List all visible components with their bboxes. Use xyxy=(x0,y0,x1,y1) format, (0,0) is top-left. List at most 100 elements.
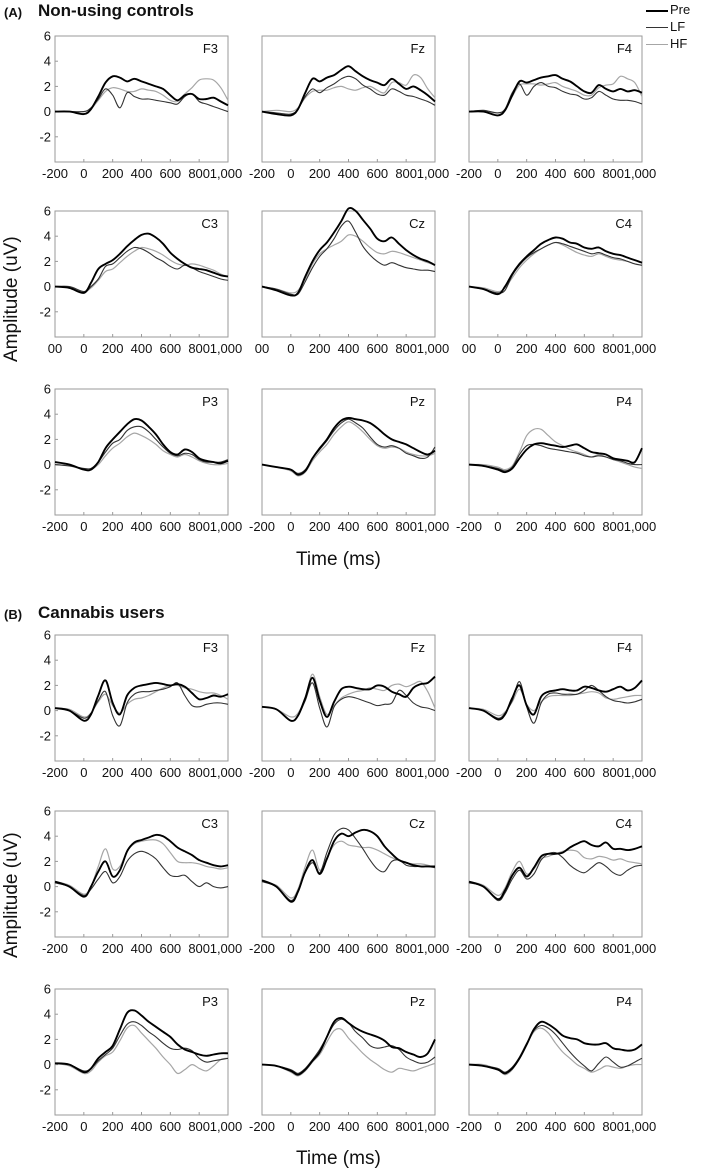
y-tick-label: 2 xyxy=(44,254,51,269)
y-tick-label: 0 xyxy=(44,279,51,294)
series-line-pre xyxy=(261,65,436,117)
x-tick-label: 600 xyxy=(573,1119,595,1134)
x-tick-label: 400 xyxy=(338,519,360,534)
series-line-lf xyxy=(54,682,229,727)
x-tick-label: 800 xyxy=(602,519,624,534)
x-tick-label: 0 xyxy=(80,1119,87,1134)
x-tick-label: 1,000 xyxy=(417,765,450,780)
x-tick-label: -200 xyxy=(456,1119,482,1134)
x-tick-label: 1,000 xyxy=(210,1119,243,1134)
y-tick-label: 0 xyxy=(44,703,51,718)
x-tick-label: 200 xyxy=(102,1119,124,1134)
x-tick-label: 800 xyxy=(188,941,210,956)
x-tick-label: 0 xyxy=(80,341,87,356)
series-line-lf xyxy=(261,220,436,296)
y-tick-label: 6 xyxy=(44,628,51,643)
x-tick-label: 600 xyxy=(159,341,181,356)
electrode-label: Fz xyxy=(411,640,425,655)
y-tick-label: 6 xyxy=(44,204,51,219)
series-line-pre xyxy=(468,442,643,474)
series-line-lf xyxy=(54,850,229,896)
x-tick-label: 200 xyxy=(309,166,331,181)
series-line-hf xyxy=(54,839,229,895)
legend-swatch-lf xyxy=(646,27,668,28)
x-tick-label: 800 xyxy=(395,941,417,956)
y-tick-label: 6 xyxy=(44,29,51,44)
y-tick-label: 0 xyxy=(44,104,51,119)
x-tick-label: 0 xyxy=(287,941,294,956)
x-tick-label: 800 xyxy=(602,765,624,780)
series-line-pre xyxy=(261,417,436,476)
series-line-pre xyxy=(261,828,435,903)
electrode-label: Cz xyxy=(409,816,425,831)
y-tick-label: -2 xyxy=(39,1082,51,1097)
x-tick-label: -200 xyxy=(456,765,482,780)
x-tick-label: 1,000 xyxy=(417,166,450,181)
subplot-fz-controls: -200 0 200 400 600 800 1,000 Fz xyxy=(249,35,450,181)
panel-a-letter: (A) xyxy=(4,5,23,20)
series-line-hf xyxy=(261,1028,436,1077)
x-tick-label: 200 xyxy=(309,341,331,356)
y-tick-label: 6 xyxy=(44,982,51,997)
x-tick-label: -200 xyxy=(249,519,275,534)
series-line-pre xyxy=(468,1020,643,1075)
series-line-hf xyxy=(261,74,436,113)
electrode-label: Cz xyxy=(409,216,425,231)
series-line-lf xyxy=(261,1018,436,1074)
plot-frame xyxy=(261,35,436,163)
x-tick-label: 200 xyxy=(516,341,538,356)
series-line-hf xyxy=(55,78,229,113)
x-tick-label: 600 xyxy=(159,166,181,181)
x-tick-label: 400 xyxy=(131,519,153,534)
x-tick-label: 0 xyxy=(494,765,501,780)
x-tick-label: 400 xyxy=(338,765,360,780)
legend-swatch-pre xyxy=(646,10,668,12)
x-tick-label: 400 xyxy=(545,519,567,534)
electrode-label: Fz xyxy=(411,41,425,56)
x-tick-label: 1,000 xyxy=(624,519,657,534)
x-tick-label: 800 xyxy=(188,341,210,356)
x-tick-label: 00 xyxy=(48,341,62,356)
series-line-pre xyxy=(261,206,436,297)
series-line-pre xyxy=(54,418,229,472)
x-tick-label: 800 xyxy=(395,765,417,780)
x-tick-label: 0 xyxy=(80,765,87,780)
electrode-label: Pz xyxy=(410,994,425,1009)
subplot-f4-users: -200 0 200 400 600 800 1,000 F4 xyxy=(456,634,656,780)
subplot-pz-users: -200 0 200 400 600 800 1,000 Pz xyxy=(249,988,449,1134)
electrode-label: F3 xyxy=(203,640,218,655)
x-tick-label: 800 xyxy=(395,341,417,356)
x-tick-label: 400 xyxy=(545,1119,567,1134)
series-line-pre xyxy=(261,675,436,722)
y-tick-label: 4 xyxy=(44,407,51,422)
x-tick-label: 1,000 xyxy=(210,765,243,780)
x-tick-label: 600 xyxy=(366,765,388,780)
x-tick-label: 1,000 xyxy=(624,1119,657,1134)
legend-item-lf: LF xyxy=(646,19,708,35)
x-tick-label: -200 xyxy=(456,519,482,534)
x-tick-label: -200 xyxy=(456,941,482,956)
x-tick-label: 600 xyxy=(573,166,595,181)
x-tick-label: 1,000 xyxy=(210,941,243,956)
x-tick-label: 1,000 xyxy=(624,941,657,956)
x-tick-label: 800 xyxy=(188,519,210,534)
series-line-hf xyxy=(54,684,229,718)
series-line-lf xyxy=(55,88,229,113)
y-tick-label: 2 xyxy=(44,854,51,869)
legend-label-lf: LF xyxy=(670,19,686,34)
subplot-f3-controls: 6 4 2 0 -2 -200 0 200 400 600 800 1,000 F3 xyxy=(39,29,242,182)
y-tick-label: 0 xyxy=(44,457,51,472)
y-tick-label: 2 xyxy=(44,79,51,94)
x-tick-label: 200 xyxy=(102,941,124,956)
subplot-c4-users: -200 0 200 400 600 800 1,000 C4 xyxy=(456,810,657,956)
x-tick-label: 400 xyxy=(131,941,153,956)
x-tick-label: 600 xyxy=(159,519,181,534)
subplot-cz-users: -200 0 200 400 600 800 1,000 Cz xyxy=(249,810,449,956)
y-tick-label: 0 xyxy=(44,1057,51,1072)
x-tick-label: 200 xyxy=(102,519,124,534)
series-line-hf xyxy=(468,75,643,114)
x-tick-label: 600 xyxy=(159,941,181,956)
x-tick-label: 00 xyxy=(255,341,269,356)
series-line-hf xyxy=(468,241,643,293)
